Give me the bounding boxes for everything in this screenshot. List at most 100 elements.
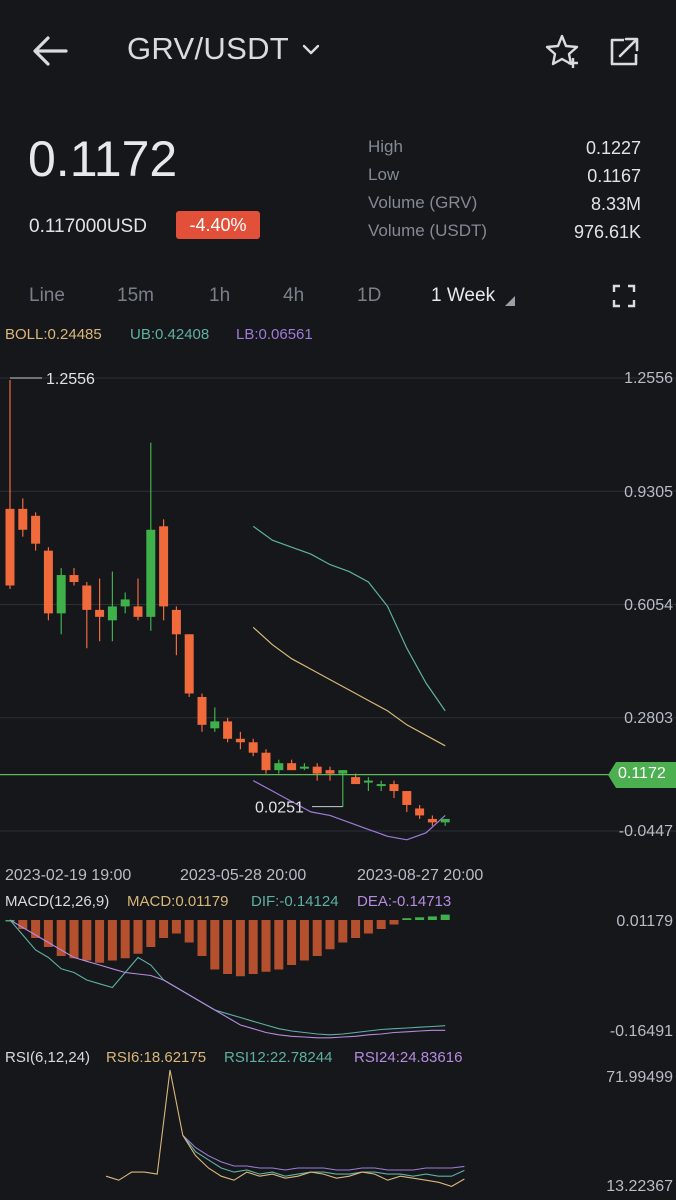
- last-price: 0.1172: [28, 131, 178, 187]
- macd-histogram-bar: [389, 920, 399, 925]
- stat-label-volume-grv: Volume (GRV): [368, 193, 478, 212]
- candle-down: [184, 634, 194, 694]
- candle-down: [415, 808, 425, 816]
- macd-histogram-bar: [107, 920, 117, 961]
- date-label: 2023-05-28 20:00: [180, 867, 307, 884]
- dropdown-triangle-icon[interactable]: [505, 296, 515, 306]
- candle-up: [338, 770, 348, 774]
- candle-up: [120, 599, 130, 607]
- candle-down: [171, 609, 181, 635]
- price-axis-label: 0.9305: [624, 484, 673, 501]
- macd-histogram-bar: [274, 920, 284, 970]
- macd-dea-line: [9, 919, 446, 1039]
- candle-up: [107, 606, 117, 621]
- top-bar: GRV/USDT: [0, 0, 676, 100]
- macd-histogram-bar: [159, 920, 169, 938]
- candle-down: [427, 818, 437, 823]
- candle-down: [95, 609, 105, 617]
- macd-histogram-bar: [402, 918, 412, 920]
- boll-lb-line: [252, 780, 446, 841]
- candle-down: [18, 508, 28, 530]
- macd-histogram-bar: [235, 920, 245, 977]
- boll-boll-line: [252, 626, 446, 747]
- candle-up: [299, 766, 309, 769]
- macd-histogram-bar: [223, 920, 233, 974]
- macd-histogram-bar: [287, 920, 297, 965]
- candle-up: [56, 575, 66, 614]
- rsi-axis-bottom: 13.22367: [606, 1178, 673, 1195]
- rsi6-line: [105, 1069, 465, 1187]
- macd-dea-value: DEA:-0.14713: [357, 893, 452, 910]
- candle-down: [287, 763, 297, 771]
- rsi6-value: RSI6:18.62175: [106, 1049, 207, 1066]
- macd-histogram-bar: [376, 920, 386, 929]
- tab-4h[interactable]: 4h: [283, 285, 305, 306]
- low-annotation-label: 0.0251: [255, 800, 304, 817]
- macd-histogram-bar: [184, 920, 194, 943]
- macd-histogram-bar: [120, 920, 130, 959]
- macd-axis-bottom: -0.16491: [609, 1023, 673, 1040]
- macd-histogram-bar: [338, 920, 348, 943]
- macd-histogram-bar: [56, 920, 66, 956]
- macd-histogram-bar: [171, 920, 181, 934]
- candlestick-chart[interactable]: 1.2556 0.0251: [0, 340, 676, 850]
- candle-down: [31, 515, 41, 544]
- macd-axis-top: 0.01179: [616, 913, 673, 930]
- tab-1d[interactable]: 1D: [357, 285, 382, 306]
- chevron-down-icon[interactable]: [300, 40, 322, 60]
- candle-down: [261, 752, 271, 771]
- star-add-icon[interactable]: [543, 32, 581, 70]
- rsi-title: RSI(6,12,24): [5, 1049, 91, 1066]
- candle-down: [402, 791, 412, 805]
- macd-histogram-bar: [146, 920, 156, 947]
- candle-down: [133, 606, 143, 617]
- rsi24-line: [182, 1134, 465, 1171]
- macd-histogram-bar: [427, 916, 437, 920]
- candle-down: [351, 777, 361, 785]
- candle-down: [69, 575, 79, 583]
- stat-label-high: High: [368, 137, 403, 156]
- boll-value: BOLL:0.24485: [5, 326, 102, 343]
- candle-up: [210, 721, 220, 729]
- macd-histogram-bar: [325, 920, 335, 950]
- price-axis-label: 0.6054: [624, 597, 673, 614]
- share-icon[interactable]: [604, 32, 644, 70]
- macd-histogram-bar: [299, 920, 309, 961]
- boll-lb-value: LB:0.06561: [236, 326, 313, 343]
- macd-histogram-bar: [440, 914, 450, 920]
- candle-down: [325, 770, 335, 774]
- macd-histogram-bar: [95, 920, 105, 963]
- rsi12-line: [182, 1134, 465, 1177]
- price-axis-label: 1.2556: [624, 370, 673, 387]
- current-price-label: 0.1172: [618, 765, 666, 782]
- macd-histogram-bar: [415, 917, 425, 920]
- macd-chart[interactable]: [0, 905, 600, 1045]
- macd-histogram-bar: [363, 920, 373, 934]
- candle-down: [235, 738, 245, 743]
- candle-down: [312, 766, 322, 774]
- tab-line[interactable]: Line: [29, 285, 65, 306]
- candle-up: [440, 818, 450, 823]
- macd-histogram-bar: [82, 920, 92, 961]
- macd-histogram-bar: [351, 920, 361, 938]
- macd-histogram-bar: [69, 920, 79, 959]
- tab-1h[interactable]: 1h: [209, 285, 231, 306]
- candle-down: [5, 508, 15, 586]
- change-badge: -4.40%: [176, 211, 260, 239]
- date-label: 2023-08-27 20:00: [357, 867, 484, 884]
- tab-1-week[interactable]: 1 Week: [431, 285, 496, 306]
- candle-down: [197, 696, 207, 725]
- candle-up: [274, 763, 284, 771]
- high-annotation-label: 1.2556: [46, 371, 95, 388]
- macd-histogram-bar: [133, 920, 143, 954]
- pair-title[interactable]: GRV/USDT: [127, 31, 290, 66]
- macd-value: MACD:0.01179: [127, 893, 229, 910]
- candle-up: [363, 780, 373, 783]
- tab-15m[interactable]: 15m: [117, 285, 154, 306]
- price-axis-label: 0.2803: [624, 710, 673, 727]
- rsi-chart[interactable]: [0, 1060, 600, 1200]
- back-arrow-icon[interactable]: [28, 30, 72, 74]
- candle-up: [376, 784, 386, 787]
- stat-value-volume-grv: 8.33M: [590, 194, 641, 214]
- fullscreen-icon[interactable]: [612, 284, 636, 308]
